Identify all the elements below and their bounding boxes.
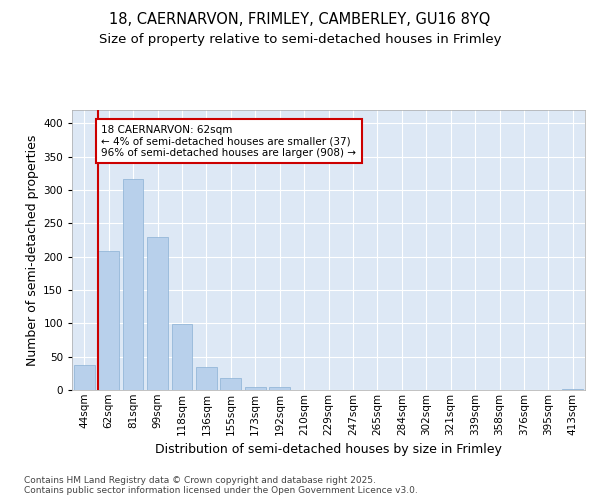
Bar bbox=[122, 178, 143, 390]
Bar bbox=[220, 378, 241, 390]
Bar bbox=[562, 388, 583, 390]
Bar bbox=[98, 252, 119, 390]
Bar bbox=[172, 324, 193, 390]
Bar bbox=[245, 386, 266, 390]
Y-axis label: Number of semi-detached properties: Number of semi-detached properties bbox=[26, 134, 39, 366]
Text: 18, CAERNARVON, FRIMLEY, CAMBERLEY, GU16 8YQ: 18, CAERNARVON, FRIMLEY, CAMBERLEY, GU16… bbox=[109, 12, 491, 28]
Text: 18 CAERNARVON: 62sqm
← 4% of semi-detached houses are smaller (37)
96% of semi-d: 18 CAERNARVON: 62sqm ← 4% of semi-detach… bbox=[101, 124, 356, 158]
Bar bbox=[74, 364, 95, 390]
Bar bbox=[147, 236, 168, 390]
Text: Size of property relative to semi-detached houses in Frimley: Size of property relative to semi-detach… bbox=[99, 32, 501, 46]
Text: Contains HM Land Registry data © Crown copyright and database right 2025.
Contai: Contains HM Land Registry data © Crown c… bbox=[24, 476, 418, 495]
X-axis label: Distribution of semi-detached houses by size in Frimley: Distribution of semi-detached houses by … bbox=[155, 443, 502, 456]
Bar bbox=[196, 366, 217, 390]
Bar bbox=[269, 386, 290, 390]
